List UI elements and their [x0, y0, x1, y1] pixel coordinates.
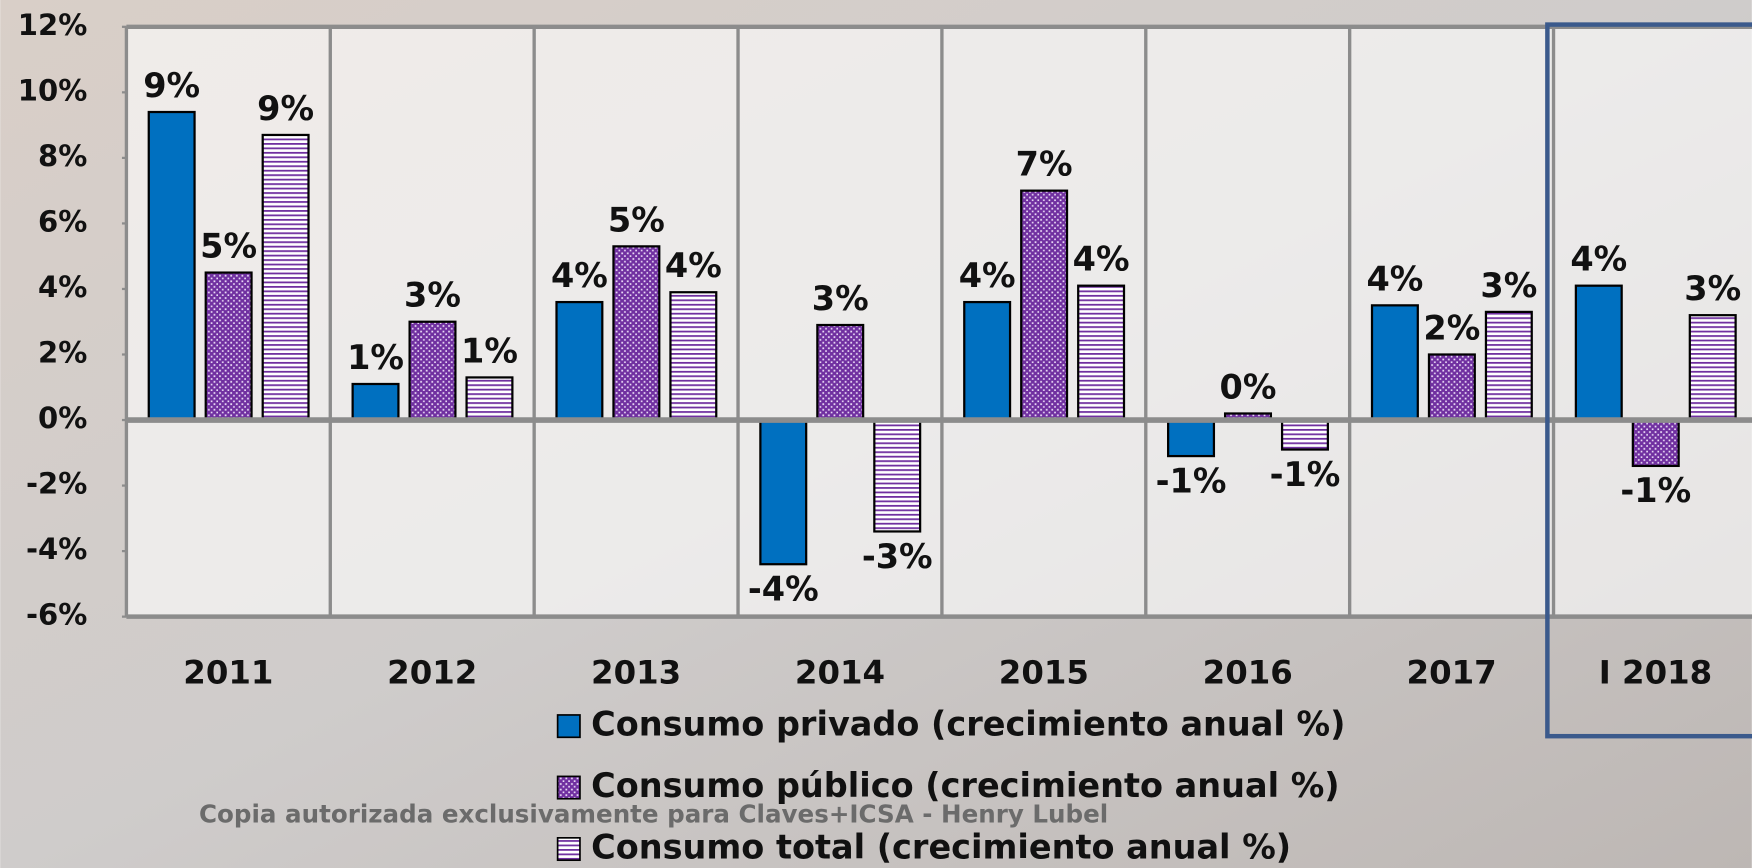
bar	[1372, 305, 1418, 420]
value-label: 4%	[1570, 240, 1627, 279]
bar	[874, 420, 920, 531]
chart: -6%-4%-2%0%2%4%6%8%10%12%20119%5%9%20121…	[0, 0, 1752, 868]
y-tick-label: 4%	[38, 270, 87, 304]
bar	[1021, 191, 1067, 420]
x-tick-label: I 2018	[1599, 654, 1712, 692]
bar	[263, 135, 309, 420]
y-tick-label: -2%	[26, 467, 87, 501]
bar	[149, 112, 195, 420]
bar	[760, 420, 806, 564]
value-label: -3%	[862, 537, 933, 576]
value-label: 4%	[665, 246, 722, 285]
value-label: 5%	[608, 200, 665, 239]
x-tick-label: 2014	[795, 654, 885, 692]
bar	[1576, 286, 1622, 420]
bar	[1429, 354, 1475, 420]
value-label: -1%	[1270, 455, 1341, 494]
legend-label: Consumo total (crecimiento anual %)	[591, 828, 1291, 867]
x-tick-label: 2016	[1203, 654, 1293, 692]
value-label: 3%	[812, 279, 869, 318]
bar	[1168, 420, 1214, 456]
bar	[817, 325, 863, 420]
bar	[206, 273, 252, 420]
y-tick-label: -4%	[26, 532, 87, 566]
value-label: 3%	[1480, 266, 1537, 305]
value-label: 3%	[404, 276, 461, 315]
y-tick-label: 6%	[38, 204, 87, 238]
x-tick-label: 2017	[1407, 654, 1497, 692]
legend-swatch	[558, 838, 580, 860]
y-tick-label: -6%	[26, 598, 87, 632]
bar	[557, 302, 603, 420]
bar	[353, 384, 399, 420]
value-label: 9%	[143, 66, 200, 105]
y-tick-label: 8%	[38, 139, 87, 173]
y-tick-label: 10%	[18, 73, 88, 107]
value-label: 4%	[1366, 259, 1423, 298]
bar	[1282, 420, 1328, 449]
y-tick-label: 2%	[38, 335, 87, 369]
value-label: -1%	[1620, 471, 1691, 510]
bar	[964, 302, 1010, 420]
bar	[1078, 286, 1124, 420]
legend-swatch	[558, 776, 580, 798]
y-tick-label: 12%	[18, 8, 88, 42]
x-tick-label: 2013	[591, 654, 681, 692]
x-tick-label: 2011	[183, 654, 273, 692]
x-tick-label: 2012	[387, 654, 477, 692]
value-label: 1%	[461, 331, 518, 370]
y-tick-label: 0%	[38, 401, 87, 435]
bar	[613, 246, 659, 420]
bar	[670, 292, 716, 420]
bar	[410, 322, 456, 420]
watermark: Copia autorizada exclusivamente para Cla…	[199, 799, 1108, 828]
value-label: 2%	[1423, 308, 1480, 347]
value-label: 7%	[1016, 145, 1073, 184]
value-label: 9%	[257, 89, 314, 128]
value-label: 5%	[200, 227, 257, 266]
value-label: 0%	[1220, 367, 1277, 406]
bar	[467, 377, 513, 420]
value-label: -1%	[1156, 461, 1227, 500]
value-label: 3%	[1684, 269, 1741, 308]
value-label: 1%	[347, 338, 404, 377]
bar	[1633, 420, 1679, 466]
x-tick-label: 2015	[999, 654, 1089, 692]
value-label: 4%	[551, 256, 608, 295]
bar	[1690, 315, 1736, 420]
value-label: 4%	[1073, 240, 1130, 279]
value-label: -4%	[748, 570, 819, 609]
value-label: 4%	[959, 256, 1016, 295]
legend-swatch	[558, 715, 580, 737]
bar	[1486, 312, 1532, 420]
legend-label: Consumo privado (crecimiento anual %)	[591, 705, 1345, 744]
